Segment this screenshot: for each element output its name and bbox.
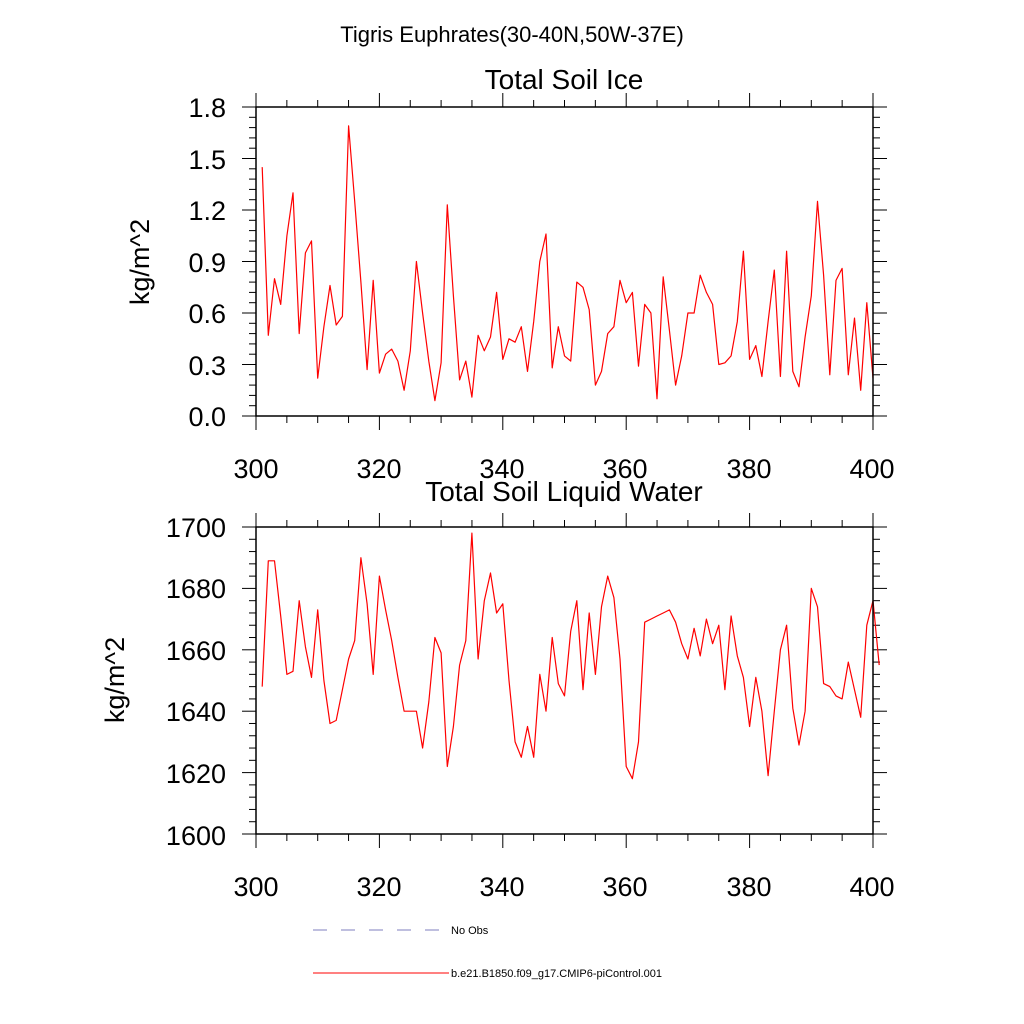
chart-soil-liquid-water: Total Soil Liquid Water kg/m^2 300 320 3… <box>100 476 895 902</box>
y-tick-labels-soil-liquid-water: 1600 1620 1640 1660 1680 1700 <box>166 513 226 851</box>
y-tick-label: 1.5 <box>188 145 226 175</box>
series-line-soil-liquid-water <box>261 532 880 780</box>
x-tick-label: 300 <box>233 454 278 484</box>
y-tick-label: 1.2 <box>188 196 226 226</box>
x-tick-label: 400 <box>849 454 894 484</box>
y-tick-label: 0.3 <box>188 351 226 381</box>
axis-ticks-soil-liquid-water <box>242 513 887 848</box>
main-title: Tigris Euphrates(30-40N,50W-37E) <box>340 22 684 47</box>
legend-label-no-obs: No Obs <box>451 925 489 937</box>
series-line-soil-ice <box>261 125 874 402</box>
y-tick-label: 1.8 <box>188 93 226 123</box>
x-tick-label: 320 <box>356 872 401 902</box>
x-tick-label: 300 <box>233 872 278 902</box>
axis-ticks-soil-ice <box>242 93 887 430</box>
y-tick-label: 1640 <box>166 697 226 727</box>
legend: No Obs b.e21.B1850.f09_g17.CMIP6-piContr… <box>313 925 662 980</box>
x-tick-labels-soil-liquid-water: 300 320 340 360 380 400 <box>233 872 894 902</box>
plot-frame-soil-liquid-water <box>255 526 874 835</box>
x-tick-label: 400 <box>849 872 894 902</box>
y-tick-labels-soil-ice: 0.0 0.3 0.6 0.9 1.2 1.5 1.8 <box>188 93 226 432</box>
y-axis-label-soil-ice: kg/m^2 <box>125 219 155 305</box>
x-tick-labels-soil-ice: 300 320 340 360 380 400 <box>233 454 894 484</box>
y-axis-label-soil-liquid-water: kg/m^2 <box>100 637 130 723</box>
legend-label-model: b.e21.B1850.f09_g17.CMIP6-piControl.001 <box>451 968 662 980</box>
chart-soil-ice: Total Soil Ice kg/m^2 300 320 340 360 38… <box>125 64 895 484</box>
x-tick-label: 340 <box>479 872 524 902</box>
y-tick-label: 1700 <box>166 513 226 543</box>
plot-frame-soil-ice <box>255 106 874 417</box>
y-tick-label: 1660 <box>166 636 226 666</box>
x-tick-label: 380 <box>726 872 771 902</box>
x-tick-label: 360 <box>602 872 647 902</box>
y-tick-label: 1600 <box>166 821 226 851</box>
x-tick-label: 340 <box>479 454 524 484</box>
x-tick-label: 380 <box>726 454 771 484</box>
y-tick-label: 1680 <box>166 574 226 604</box>
y-tick-label: 1620 <box>166 759 226 789</box>
x-tick-label: 360 <box>602 454 647 484</box>
y-tick-label: 0.6 <box>188 299 226 329</box>
chart-title-soil-liquid-water: Total Soil Liquid Water <box>425 476 703 507</box>
x-tick-label: 320 <box>356 454 401 484</box>
chart-title-soil-ice: Total Soil Ice <box>485 64 644 95</box>
y-tick-label: 0.0 <box>188 402 226 432</box>
y-tick-label: 0.9 <box>188 248 226 278</box>
